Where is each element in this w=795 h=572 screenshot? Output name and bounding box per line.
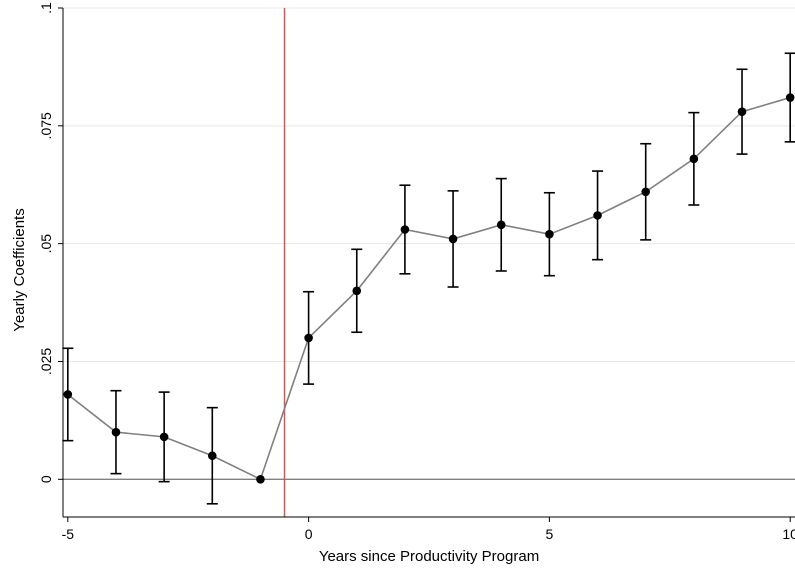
y-tick-label: .1 <box>38 2 54 14</box>
data-point <box>785 93 795 102</box>
ticks: 0 .025 .05 .075 .1 -5 0 5 10 <box>38 2 795 542</box>
reference-lines <box>63 8 795 517</box>
x-tick-label: 10 <box>782 526 795 542</box>
data-point <box>159 432 169 442</box>
y-tick-label: .075 <box>38 112 54 139</box>
x-tick-label: 5 <box>545 526 553 542</box>
data-point <box>256 474 265 484</box>
data-point <box>63 390 73 399</box>
data-point <box>304 333 313 343</box>
y-axis-title: Yearly Coefficients <box>11 208 28 331</box>
data-point <box>352 286 362 296</box>
data-point <box>737 107 747 116</box>
y-tick-label: .025 <box>38 348 54 375</box>
series-line <box>67 96 791 481</box>
data-point <box>689 154 699 164</box>
grid-lines <box>63 7 795 362</box>
data-point <box>448 234 458 244</box>
x-tick-label: -5 <box>62 526 75 542</box>
error-bars <box>62 52 795 505</box>
series-lines <box>67 96 791 481</box>
data-point <box>207 451 217 461</box>
data-point <box>641 187 651 197</box>
data-point <box>593 211 602 220</box>
data-point <box>111 427 121 437</box>
data-point <box>496 220 506 230</box>
data-point <box>400 225 410 234</box>
data-points <box>63 93 795 484</box>
data-point <box>545 229 554 239</box>
y-tick-label: 0 <box>38 475 54 483</box>
x-axis-title: Years since Productivity Program <box>319 548 539 565</box>
y-tick-label: .05 <box>38 234 54 254</box>
axes <box>62 8 795 518</box>
x-tick-label: 0 <box>305 526 313 542</box>
